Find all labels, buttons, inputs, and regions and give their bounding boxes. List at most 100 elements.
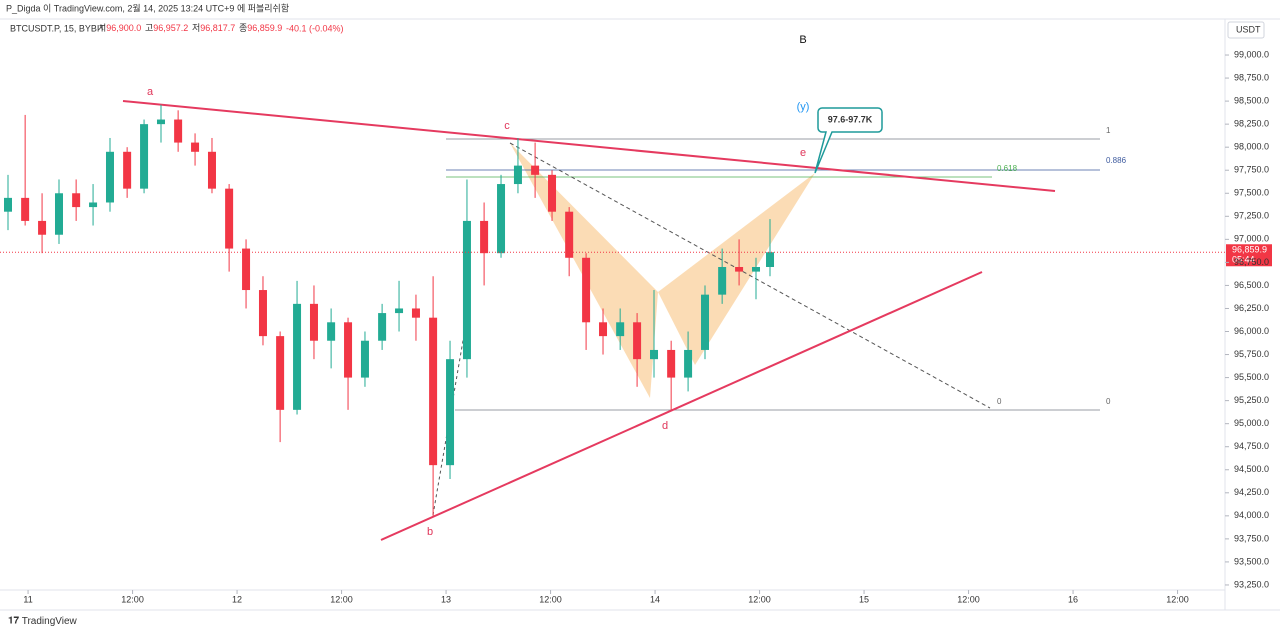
y-tick-label: 95,250.0 xyxy=(1234,395,1269,405)
fib-label: 0.618 xyxy=(997,164,1018,173)
price-badge-box xyxy=(1226,244,1272,267)
candle-body xyxy=(548,174,557,212)
legend-value: 96,900.0 xyxy=(106,23,141,33)
x-tick-label: 11 xyxy=(23,594,32,604)
candle-body xyxy=(531,165,540,175)
candle-body xyxy=(735,266,744,272)
candle-body xyxy=(565,211,574,258)
y-tick-label: 95,000.0 xyxy=(1234,418,1269,428)
candle-body xyxy=(650,349,659,360)
candle-body xyxy=(344,322,353,378)
legend-label: 저 xyxy=(192,23,200,33)
currency-box xyxy=(1227,21,1265,39)
y-tick-label: 93,750.0 xyxy=(1234,533,1269,543)
candle-body xyxy=(225,188,234,249)
candle-body xyxy=(513,165,522,185)
y-tick-label: 94,500.0 xyxy=(1234,464,1269,474)
symbol: BTCUSDT.P, 15, BYBIT xyxy=(10,23,105,33)
y-tick-label: 96,750.0 xyxy=(1234,257,1269,267)
wave-label: a xyxy=(147,86,154,98)
candle-body xyxy=(718,266,727,295)
legend-value: 96,817.7 xyxy=(200,23,235,33)
y-tick-label: 93,500.0 xyxy=(1234,556,1269,566)
footer-text: TradingView xyxy=(22,616,78,627)
wave-label: e xyxy=(800,147,806,159)
callout xyxy=(814,107,883,174)
fib-label: 0 xyxy=(997,397,1002,406)
y-tick-label: 95,750.0 xyxy=(1234,349,1269,359)
x-tick-label: 12:00 xyxy=(539,594,562,604)
trendline xyxy=(380,271,983,541)
candle-body xyxy=(480,220,489,254)
currency: USDT xyxy=(1236,24,1261,34)
x-tick-label: 12:00 xyxy=(121,594,144,604)
y-tick-label: 94,250.0 xyxy=(1234,487,1269,497)
candle-body xyxy=(21,197,30,221)
dashed-line xyxy=(509,142,991,409)
wave-label: B xyxy=(799,34,806,46)
candle-body xyxy=(105,151,114,203)
candle-body xyxy=(38,220,47,235)
candle-body xyxy=(582,257,591,323)
fib-label: 0 xyxy=(1106,397,1111,406)
y-tick-label: 93,250.0 xyxy=(1234,579,1269,589)
candle-body xyxy=(360,340,369,378)
y-tick-label: 98,750.0 xyxy=(1234,72,1269,82)
fib-label: 0.886 xyxy=(1106,156,1127,165)
footer: 𝟏𝟕 TradingView xyxy=(8,616,78,627)
y-tick-label: 96,250.0 xyxy=(1234,303,1269,313)
candle-body xyxy=(667,349,676,378)
trendline xyxy=(122,100,1056,192)
candle-body xyxy=(327,322,336,341)
y-tick-label: 94,750.0 xyxy=(1234,441,1269,451)
candle-body xyxy=(242,248,251,291)
y-tick-label: 97,250.0 xyxy=(1234,211,1269,221)
legend-item: 고96,957.2 xyxy=(145,23,188,33)
candle-body xyxy=(462,220,471,360)
candle-body xyxy=(4,197,12,212)
candle-body xyxy=(293,303,302,410)
legend-label: 고 xyxy=(145,23,153,33)
candle-body xyxy=(378,313,387,341)
fib-label: 1 xyxy=(1106,126,1111,135)
y-tick-label: 95,500.0 xyxy=(1234,372,1269,382)
candle-body xyxy=(276,336,285,410)
candle-body xyxy=(191,142,200,152)
candle-body xyxy=(156,119,165,125)
x-tick-label: 12:00 xyxy=(1166,594,1189,604)
y-tick-label: 98,500.0 xyxy=(1234,95,1269,105)
wave-label: (y) xyxy=(797,101,810,113)
price-badge-countdown: 05:44 xyxy=(1232,255,1255,265)
header: P_Digda 이 TradingView.com, 2월 14, 2025 1… xyxy=(6,2,289,13)
wave-label: c xyxy=(504,120,510,132)
candle-body xyxy=(599,322,608,337)
y-tick-label: 96,500.0 xyxy=(1234,280,1269,290)
y-tick-label: 98,000.0 xyxy=(1234,142,1269,152)
candle-body xyxy=(684,349,693,378)
candle-body xyxy=(411,308,420,318)
candle-body xyxy=(395,308,404,314)
candle-body xyxy=(123,151,132,189)
candle-body xyxy=(701,294,710,350)
candle-body xyxy=(72,193,81,208)
change: -40.1 (-0.04%) xyxy=(286,23,344,33)
callout-text: 97.6-97.7K xyxy=(828,114,873,124)
x-tick-label: 13 xyxy=(441,594,451,604)
y-tick-label: 94,000.0 xyxy=(1234,510,1269,520)
x-tick-label: 16 xyxy=(1068,594,1078,604)
candle-body xyxy=(258,290,267,337)
legend-item: 종96,859.9 xyxy=(239,23,282,33)
candle-body xyxy=(497,184,506,254)
x-tick-label: 14 xyxy=(650,594,660,604)
y-tick-label: 96,000.0 xyxy=(1234,326,1269,336)
candle-body xyxy=(429,317,438,466)
y-tick-label: 97,500.0 xyxy=(1234,188,1269,198)
legend-label: 시 xyxy=(98,23,106,33)
wave-label: b xyxy=(427,526,433,538)
x-tick-label: 12:00 xyxy=(957,594,980,604)
candle-body xyxy=(766,252,775,267)
candle-body xyxy=(309,303,318,341)
candle-body xyxy=(140,124,149,189)
y-tick-label: 99,000.0 xyxy=(1234,49,1269,59)
